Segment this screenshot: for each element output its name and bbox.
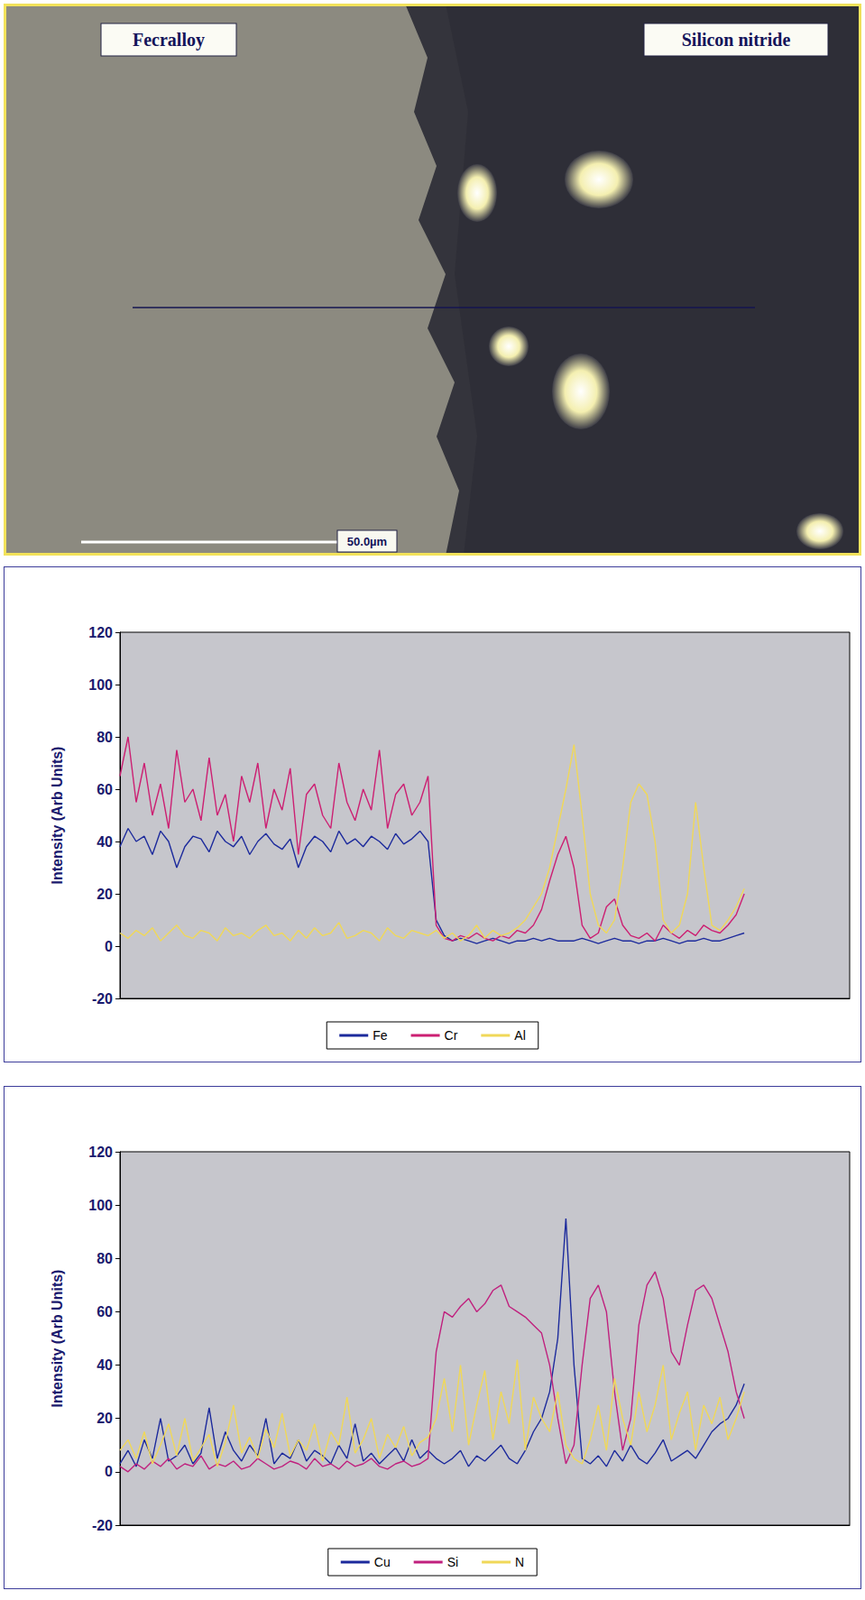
svg-text:Cr: Cr: [444, 1028, 459, 1043]
svg-text:120: 120: [88, 625, 113, 641]
svg-text:100: 100: [88, 677, 113, 693]
svg-text:60: 60: [96, 782, 113, 798]
svg-text:0: 0: [104, 1463, 113, 1480]
svg-text:80: 80: [96, 1251, 113, 1267]
svg-text:Cu: Cu: [374, 1555, 391, 1570]
svg-text:Al: Al: [514, 1028, 525, 1043]
svg-text:120: 120: [88, 1144, 113, 1160]
svg-text:50.0µm: 50.0µm: [347, 534, 387, 549]
svg-text:80: 80: [96, 729, 113, 746]
svg-text:Fe: Fe: [372, 1028, 388, 1043]
svg-text:60: 60: [96, 1304, 113, 1320]
svg-text:Intensity (Arb Units): Intensity (Arb Units): [49, 746, 65, 885]
svg-text:40: 40: [96, 834, 113, 850]
svg-text:0: 0: [104, 938, 113, 955]
svg-text:Si: Si: [447, 1555, 459, 1570]
svg-text:Silicon nitride: Silicon nitride: [681, 29, 792, 50]
svg-text:-20: -20: [92, 991, 113, 1007]
svg-text:100: 100: [88, 1197, 113, 1214]
svg-text:40: 40: [96, 1357, 113, 1373]
svg-text:N: N: [515, 1555, 525, 1570]
svg-text:20: 20: [96, 1410, 113, 1427]
svg-text:Intensity (Arb Units): Intensity (Arb Units): [49, 1269, 65, 1408]
svg-text:20: 20: [96, 886, 113, 902]
svg-text:Fecralloy: Fecralloy: [132, 29, 205, 51]
svg-text:-20: -20: [92, 1518, 113, 1534]
